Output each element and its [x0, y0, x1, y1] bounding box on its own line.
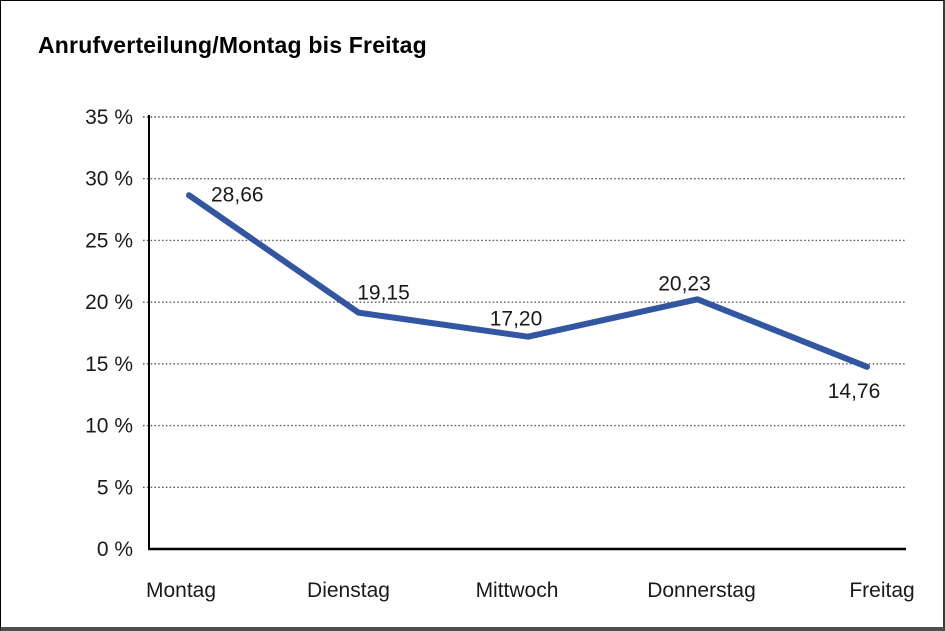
point-value-label: 17,20: [490, 308, 543, 331]
y-tick-label: 5 %: [97, 476, 133, 499]
point-value-label: 28,66: [211, 183, 264, 206]
y-tick-label: 15 %: [85, 353, 133, 376]
x-tick-label: Donnerstag: [647, 579, 756, 602]
point-value-label: 20,23: [658, 272, 711, 295]
x-tick-label: Mittwoch: [476, 579, 559, 602]
chart-title: Anrufverteilung/Montag bis Freitag: [38, 32, 427, 58]
y-tick-label: 25 %: [85, 229, 133, 252]
y-tick-label: 35 %: [85, 106, 133, 129]
point-value-label: 14,76: [828, 380, 881, 403]
x-tick-label: Freitag: [849, 579, 914, 602]
data-line: [186, 192, 870, 370]
y-tick-label: 0 %: [97, 538, 133, 561]
y-tick-label: 20 %: [85, 291, 133, 314]
x-tick-label: Dienstag: [307, 579, 390, 602]
y-tick-label: 10 %: [85, 415, 133, 438]
y-tick-label: 30 %: [85, 168, 133, 191]
x-tick-label: Montag: [146, 579, 216, 602]
point-value-label: 19,15: [357, 282, 410, 305]
